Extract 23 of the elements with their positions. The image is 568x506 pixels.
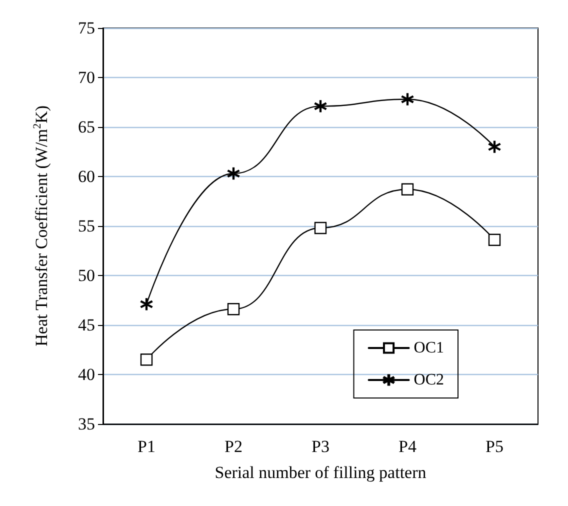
x-tick-label: P3 bbox=[312, 437, 330, 456]
y-tick-label: 40 bbox=[78, 365, 95, 384]
y-tick-label: 60 bbox=[78, 167, 95, 186]
y-tick-label: 55 bbox=[78, 216, 95, 236]
legend-label: OC1 bbox=[414, 340, 444, 356]
y-tick-label: 70 bbox=[78, 68, 95, 87]
x-tick-label: P2 bbox=[224, 437, 242, 456]
y-axis-title: Heat Transfer Coefficient (W/m2K) bbox=[32, 105, 51, 346]
y-tick-label: 45 bbox=[78, 316, 95, 334]
y-tick-label: 35 bbox=[78, 414, 95, 434]
x-axis-title: Serial number of filling pattern bbox=[214, 463, 427, 482]
point bbox=[401, 183, 414, 196]
x-tick-label: P1 bbox=[138, 437, 156, 456]
point bbox=[140, 354, 153, 366]
point bbox=[227, 303, 240, 316]
legend-label: OC2 bbox=[414, 372, 444, 388]
y-tick-label: 50 bbox=[78, 266, 95, 285]
y-tick-label: 75 bbox=[78, 18, 95, 38]
point bbox=[314, 222, 327, 234]
point bbox=[488, 234, 501, 246]
x-tick-label: P4 bbox=[398, 437, 417, 456]
y-tick-label: 65 bbox=[78, 118, 95, 136]
x-tick-label: P5 bbox=[486, 437, 504, 456]
